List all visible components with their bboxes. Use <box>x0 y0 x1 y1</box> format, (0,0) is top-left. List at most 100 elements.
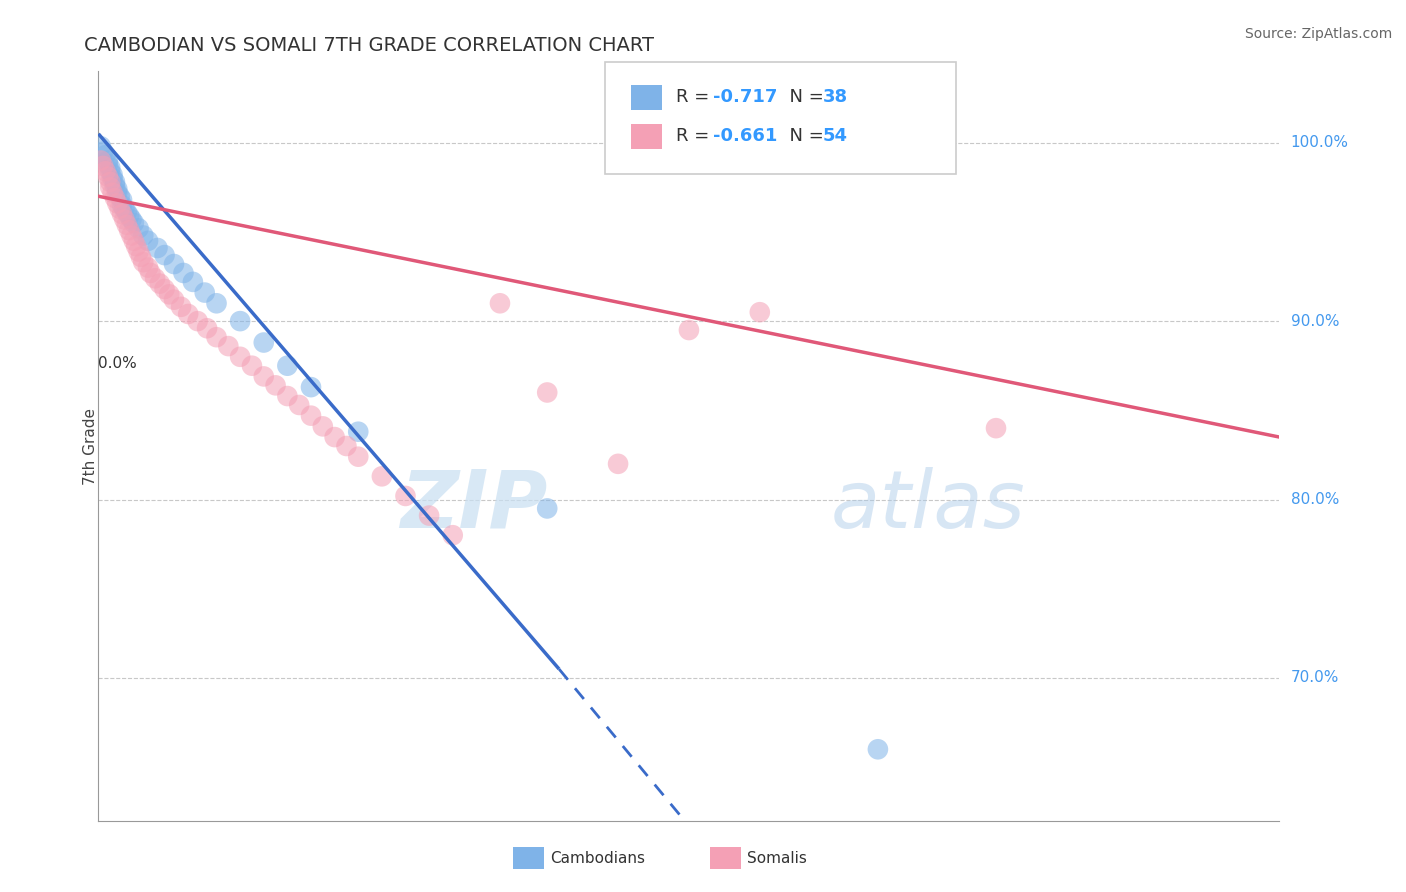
Point <box>536 501 558 516</box>
Point <box>111 198 134 212</box>
Point <box>187 314 209 328</box>
Point <box>118 209 141 223</box>
Point <box>347 425 370 439</box>
Point <box>205 296 228 310</box>
Text: ZIP: ZIP <box>399 467 547 545</box>
Point <box>170 300 193 314</box>
Text: 0.0%: 0.0% <box>98 356 138 371</box>
Text: 38: 38 <box>823 88 848 106</box>
Point <box>139 266 162 280</box>
Point <box>253 369 276 384</box>
Point <box>163 257 186 271</box>
Point <box>276 389 298 403</box>
Point <box>98 180 121 194</box>
Point <box>112 202 135 216</box>
Point <box>276 359 298 373</box>
Point <box>146 241 169 255</box>
Point <box>441 528 464 542</box>
Point <box>111 193 134 207</box>
Point <box>108 189 131 203</box>
Text: 70.0%: 70.0% <box>1291 671 1339 685</box>
Point <box>205 330 228 344</box>
Point <box>194 285 217 300</box>
Point <box>97 153 120 168</box>
Text: 54: 54 <box>823 128 848 145</box>
Point <box>678 323 700 337</box>
Point <box>181 275 204 289</box>
Text: 90.0%: 90.0% <box>1291 314 1339 328</box>
Point <box>101 186 124 200</box>
Point <box>121 212 143 227</box>
Point <box>153 248 176 262</box>
Point <box>101 168 124 182</box>
Text: N =: N = <box>778 88 830 106</box>
Point <box>121 228 143 243</box>
Point <box>97 157 120 171</box>
Point <box>163 293 186 307</box>
Point <box>128 244 150 259</box>
Point <box>299 380 322 394</box>
Point <box>129 250 152 264</box>
Y-axis label: 7th Grade: 7th Grade <box>83 408 97 484</box>
Point <box>105 182 128 196</box>
Point <box>607 457 630 471</box>
Text: R =: R = <box>676 88 716 106</box>
Point <box>172 266 194 280</box>
Point <box>536 385 558 400</box>
Text: 100.0%: 100.0% <box>1291 136 1348 150</box>
Point <box>195 321 218 335</box>
Point <box>98 175 121 189</box>
Point <box>866 742 889 756</box>
Point <box>91 145 114 159</box>
Text: atlas: atlas <box>831 467 1025 545</box>
Point <box>104 191 127 205</box>
Point <box>288 398 311 412</box>
Text: N =: N = <box>778 128 830 145</box>
Point <box>97 169 120 184</box>
Point <box>136 260 159 275</box>
Text: CAMBODIAN VS SOMALI 7TH GRADE CORRELATION CHART: CAMBODIAN VS SOMALI 7TH GRADE CORRELATIO… <box>84 36 654 54</box>
Point <box>177 307 200 321</box>
Point <box>153 282 176 296</box>
Point <box>115 205 138 219</box>
Point <box>132 228 155 243</box>
Point <box>489 296 512 310</box>
Point <box>264 378 287 392</box>
Point <box>111 207 134 221</box>
Point <box>128 221 150 235</box>
Point <box>157 287 180 301</box>
Point <box>347 450 370 464</box>
Text: Somalis: Somalis <box>747 851 807 865</box>
Point <box>115 218 138 232</box>
Point <box>132 255 155 269</box>
Point <box>105 186 128 200</box>
Point <box>299 409 322 423</box>
Point <box>98 164 121 178</box>
Point <box>118 223 141 237</box>
Point <box>104 175 127 189</box>
Text: 80.0%: 80.0% <box>1291 492 1339 507</box>
Point <box>98 161 121 175</box>
Point <box>101 171 124 186</box>
Text: -0.717: -0.717 <box>713 88 778 106</box>
Point <box>122 234 145 248</box>
Point <box>143 271 166 285</box>
Point <box>418 508 440 523</box>
Point <box>122 216 145 230</box>
Point <box>240 359 263 373</box>
Point <box>112 212 135 227</box>
Text: -0.661: -0.661 <box>713 128 778 145</box>
Point <box>229 314 252 328</box>
Point <box>125 239 148 253</box>
Text: Cambodians: Cambodians <box>550 851 645 865</box>
Point <box>94 148 117 162</box>
Text: Source: ZipAtlas.com: Source: ZipAtlas.com <box>1244 27 1392 41</box>
Point <box>229 350 252 364</box>
Point <box>323 430 346 444</box>
Point <box>105 196 128 211</box>
Point <box>94 164 117 178</box>
Point <box>91 159 114 173</box>
Point <box>335 439 357 453</box>
Point <box>90 139 112 153</box>
Point <box>104 178 127 193</box>
